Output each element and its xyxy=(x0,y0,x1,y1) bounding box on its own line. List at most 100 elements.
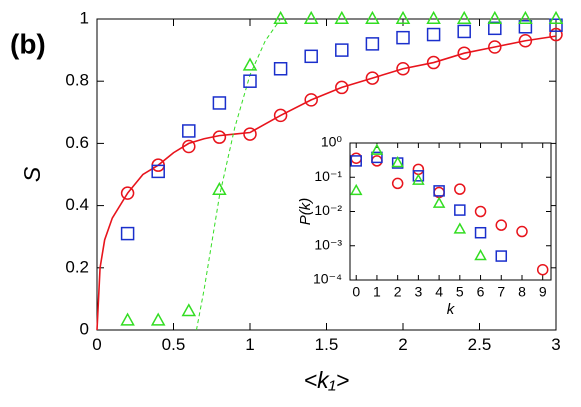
x-axis-label: k xyxy=(447,301,456,318)
x-tick-label: 1 xyxy=(245,335,254,354)
point xyxy=(304,93,318,107)
x-tick-label: 7 xyxy=(497,283,505,299)
y-tick-label: 10⁻⁴ xyxy=(313,271,342,287)
x-axis-label: <k₁> xyxy=(304,367,350,393)
series-line xyxy=(195,18,282,331)
point xyxy=(456,10,472,24)
point xyxy=(474,205,487,218)
x-tick-label: 3 xyxy=(551,335,560,354)
point xyxy=(426,55,441,70)
series-line xyxy=(96,35,557,331)
point xyxy=(426,27,441,42)
point xyxy=(273,10,288,24)
point xyxy=(365,71,380,85)
y-tick-label: 0.4 xyxy=(65,195,89,214)
point xyxy=(536,263,549,276)
point xyxy=(457,46,471,60)
point xyxy=(370,143,384,155)
point xyxy=(365,10,380,24)
point xyxy=(182,124,196,138)
x-tick-label: 0 xyxy=(92,335,101,354)
y-tick-label: 0.8 xyxy=(65,71,89,90)
point xyxy=(474,226,487,239)
point xyxy=(396,30,410,45)
point xyxy=(181,303,197,317)
point xyxy=(243,74,257,88)
y-tick-label: 10⁰ xyxy=(321,134,343,150)
point xyxy=(365,37,380,51)
point xyxy=(412,173,425,185)
point xyxy=(395,10,411,24)
point xyxy=(150,312,166,326)
plot-frame xyxy=(349,142,552,281)
point xyxy=(273,62,288,76)
x-tick-label: 2.5 xyxy=(468,335,492,354)
y-tick-label: 10⁻¹ xyxy=(314,168,342,184)
x-tick-label: 5 xyxy=(456,283,464,299)
y-tick-label: 1 xyxy=(80,8,89,27)
y-tick-label: 0 xyxy=(80,319,89,338)
point xyxy=(433,185,445,197)
point xyxy=(474,249,487,261)
point xyxy=(549,27,563,42)
point xyxy=(120,226,135,241)
panel-label: (b) xyxy=(10,28,46,59)
point xyxy=(212,181,227,195)
point xyxy=(242,57,258,71)
point xyxy=(457,24,471,39)
y-axis-label: P(k) xyxy=(297,198,314,226)
point xyxy=(243,127,257,141)
x-tick-label: 6 xyxy=(477,283,485,299)
x-tick-label: 9 xyxy=(539,283,547,299)
y-tick-label: 10⁻² xyxy=(314,202,342,218)
point xyxy=(350,155,362,167)
point xyxy=(349,183,363,196)
point xyxy=(391,155,404,168)
point xyxy=(518,20,533,34)
point xyxy=(426,10,441,24)
point xyxy=(273,108,288,123)
x-tick-label: 1.5 xyxy=(315,335,339,354)
point xyxy=(303,10,319,24)
point xyxy=(304,49,318,64)
point xyxy=(432,196,446,208)
point xyxy=(516,225,528,238)
x-tick-label: 2 xyxy=(398,335,407,354)
point xyxy=(371,151,383,164)
point xyxy=(495,250,508,262)
point xyxy=(488,40,502,54)
point xyxy=(391,177,404,190)
point xyxy=(212,96,227,110)
point xyxy=(549,18,563,32)
point xyxy=(335,43,349,57)
point xyxy=(182,139,196,154)
point xyxy=(548,10,564,24)
point xyxy=(120,312,135,326)
point xyxy=(518,10,533,24)
point xyxy=(212,130,227,144)
x-tick-label: 0 xyxy=(352,283,360,299)
x-tick-label: 8 xyxy=(518,283,526,299)
point xyxy=(396,62,410,76)
point xyxy=(453,222,467,234)
y-tick-label: 0.6 xyxy=(65,133,89,152)
point xyxy=(120,186,135,200)
point xyxy=(495,219,508,231)
x-tick-label: 1 xyxy=(373,283,381,299)
point xyxy=(454,183,466,195)
point xyxy=(454,204,466,216)
point xyxy=(334,10,350,24)
y-tick-label: 10⁻³ xyxy=(314,236,342,252)
point xyxy=(412,170,425,182)
point xyxy=(487,10,503,24)
point xyxy=(488,21,502,36)
point xyxy=(335,80,349,95)
x-tick-label: 3 xyxy=(414,283,422,299)
y-tick-label: 0.2 xyxy=(65,257,89,276)
x-tick-label: 2 xyxy=(394,283,402,299)
point xyxy=(518,34,533,48)
x-tick-label: 0.5 xyxy=(162,335,186,354)
point xyxy=(151,164,165,179)
y-axis-label: S xyxy=(19,166,45,182)
